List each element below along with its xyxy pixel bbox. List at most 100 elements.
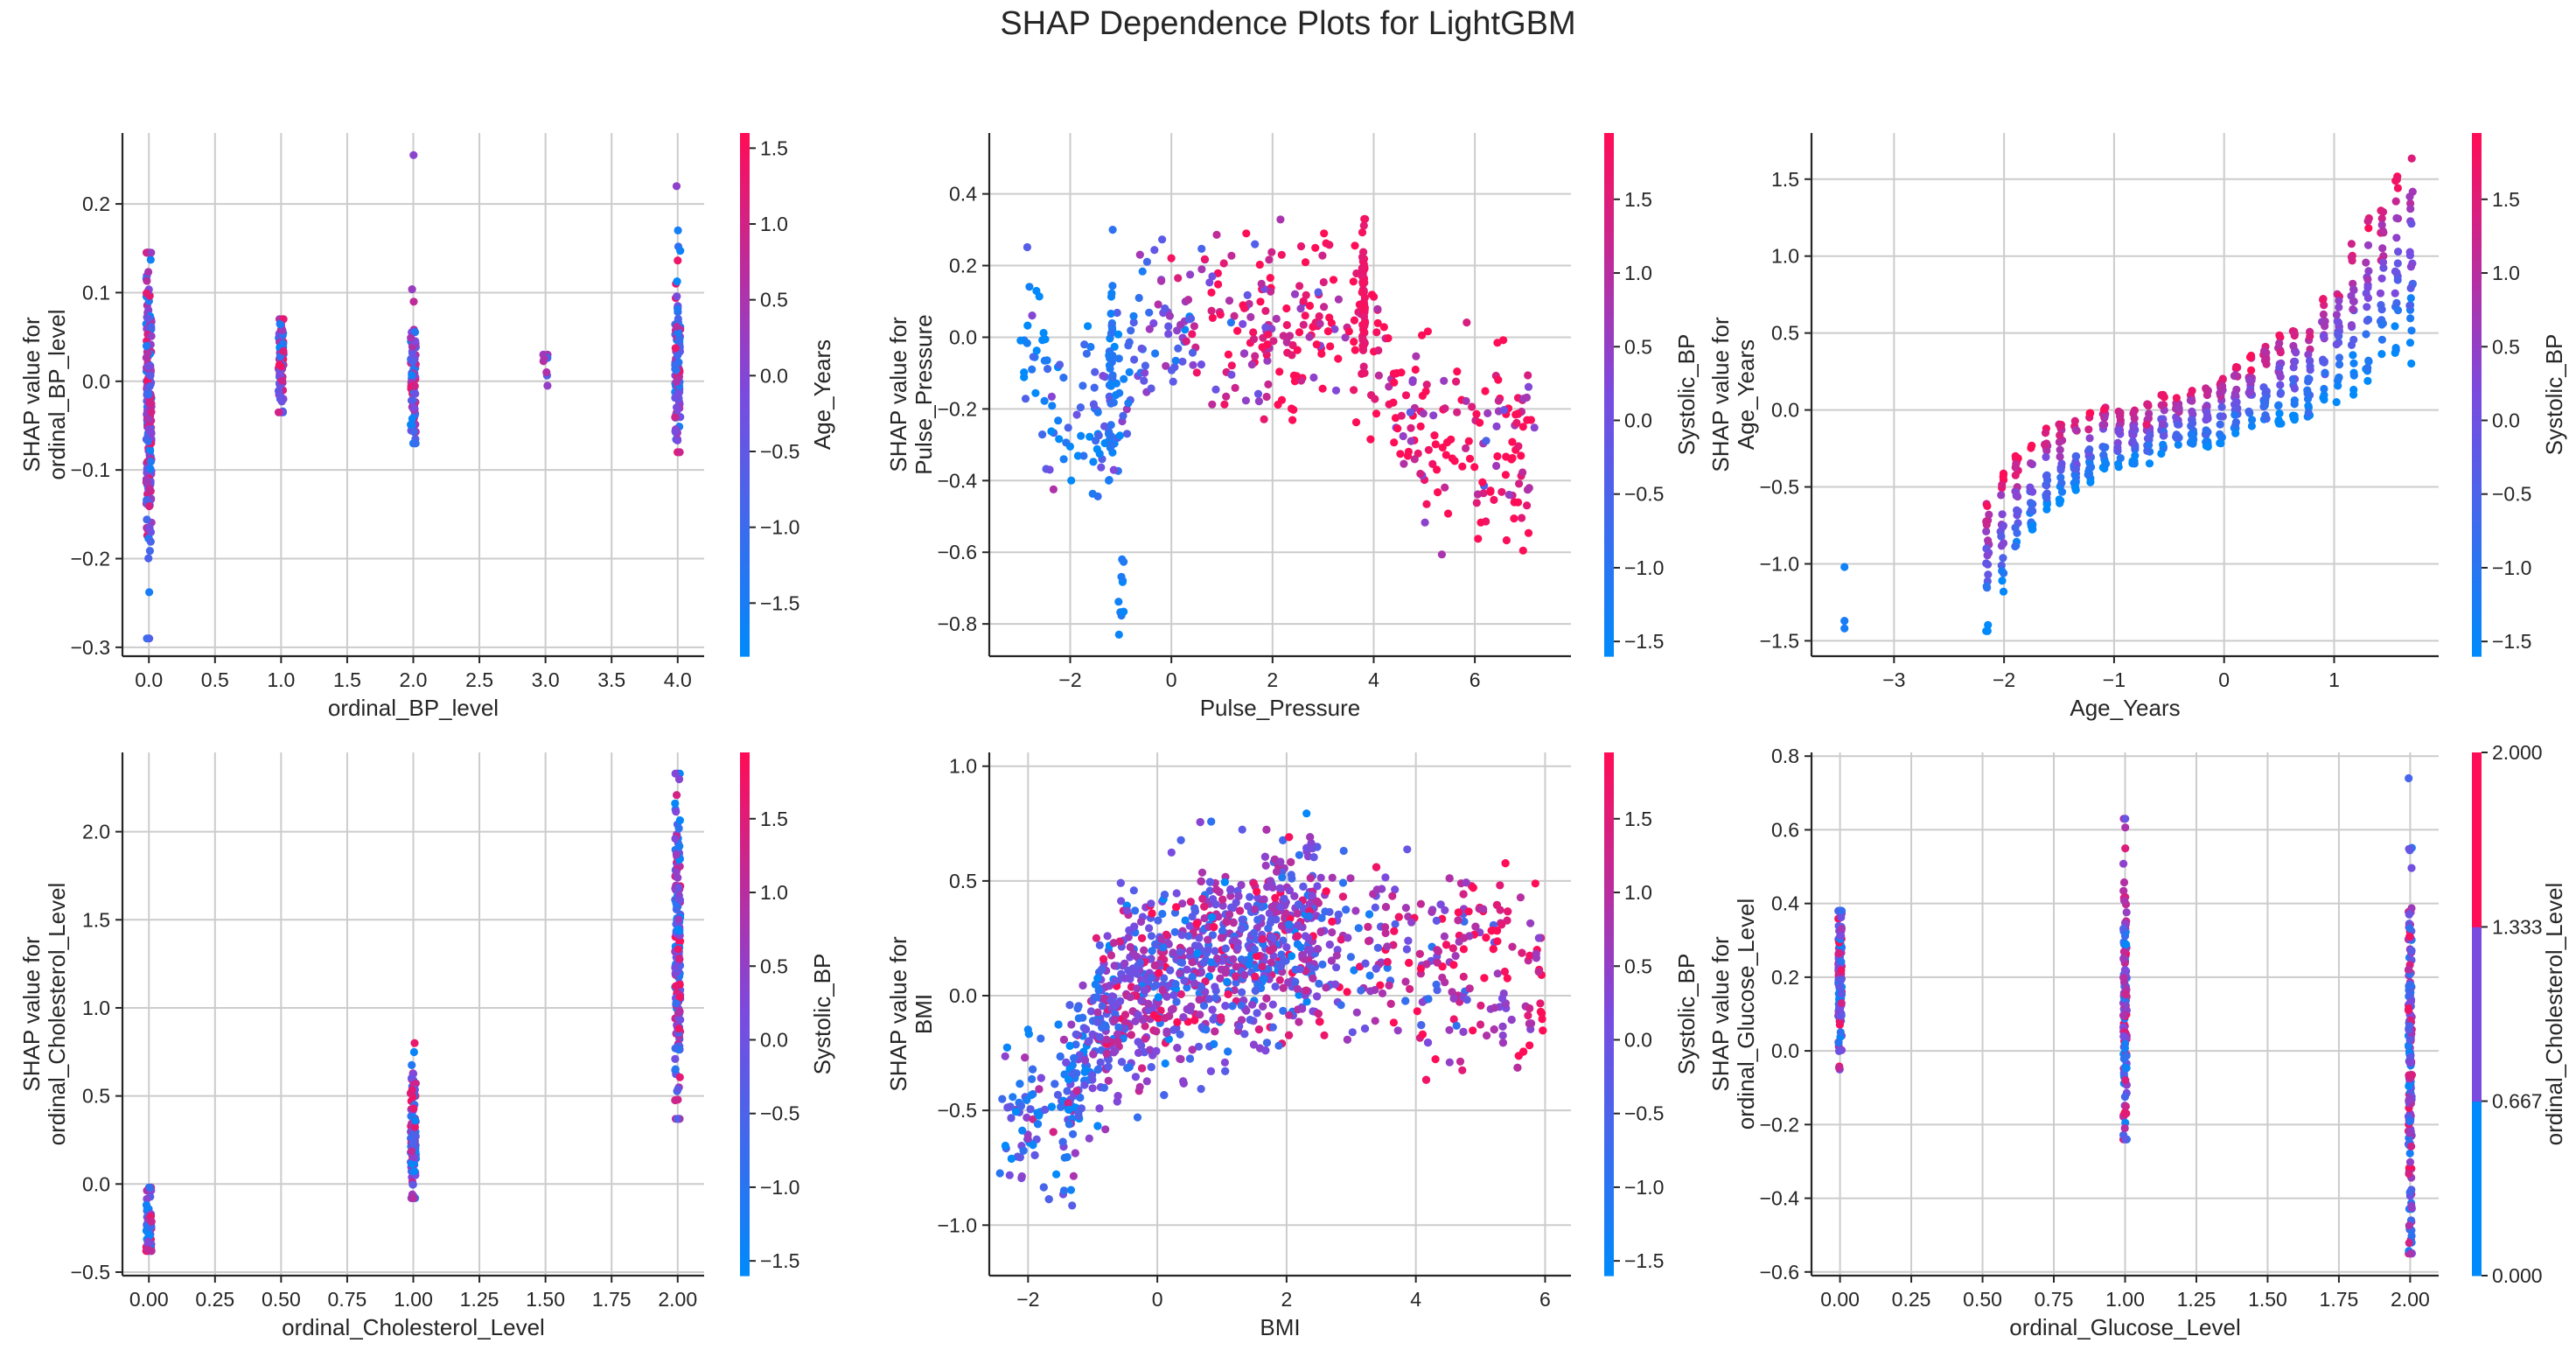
data-point bbox=[2027, 506, 2035, 514]
data-point bbox=[2392, 213, 2401, 222]
data-point bbox=[2407, 220, 2416, 228]
colorbar-segment bbox=[740, 1127, 750, 1133]
data-point bbox=[1393, 1026, 1402, 1035]
colorbar-segment bbox=[740, 944, 750, 949]
data-point bbox=[1237, 1016, 1246, 1025]
colorbar-segment bbox=[2472, 398, 2482, 404]
data-point bbox=[1023, 242, 1031, 252]
colorbar-segment bbox=[1604, 604, 1614, 609]
colorbar-segment bbox=[2472, 647, 2482, 653]
data-point bbox=[1202, 1025, 1211, 1034]
x-axis-label: Pulse_Pressure bbox=[1200, 695, 1361, 721]
data-point bbox=[1089, 458, 1098, 466]
data-point bbox=[1070, 1053, 1079, 1062]
data-point bbox=[1441, 404, 1449, 413]
data-point bbox=[2026, 483, 2035, 492]
data-point bbox=[1448, 988, 1456, 997]
data-point bbox=[1007, 1154, 1016, 1163]
colorbar-segment bbox=[740, 586, 750, 591]
data-point bbox=[1383, 963, 1392, 972]
colorbar-segment bbox=[740, 560, 750, 565]
data-point bbox=[1067, 1020, 1076, 1029]
data-point bbox=[1224, 1047, 1232, 1056]
data-point bbox=[1285, 886, 1294, 895]
data-point bbox=[1358, 344, 1367, 353]
data-point bbox=[1117, 897, 1126, 906]
data-point bbox=[1284, 978, 1293, 987]
colorbar-segment bbox=[1604, 760, 1614, 766]
data-point bbox=[408, 357, 417, 367]
scatter-points bbox=[142, 150, 685, 643]
data-point bbox=[2274, 402, 2283, 410]
colorbar-segment bbox=[2472, 621, 2482, 626]
data-point bbox=[1332, 963, 1341, 972]
data-point bbox=[1235, 1022, 1244, 1031]
data-point bbox=[1285, 833, 1294, 842]
data-point bbox=[1148, 947, 1156, 955]
data-point bbox=[1486, 487, 1495, 496]
data-point bbox=[1501, 471, 1510, 479]
data-point bbox=[410, 1039, 419, 1047]
data-point bbox=[1251, 352, 1260, 360]
colorbar-segment bbox=[740, 1074, 750, 1081]
colorbar-segment bbox=[1604, 468, 1614, 474]
data-point bbox=[2391, 177, 2400, 185]
data-point bbox=[2363, 241, 2373, 249]
data-point bbox=[1073, 451, 1082, 460]
data-point bbox=[1225, 910, 1234, 919]
data-point bbox=[1125, 338, 1134, 346]
data-point bbox=[1223, 977, 1232, 986]
data-point bbox=[1056, 1052, 1065, 1061]
data-point bbox=[145, 501, 154, 511]
x-axis-label: ordinal_Cholesterol_Level bbox=[282, 1314, 545, 1340]
data-point bbox=[1984, 620, 1993, 630]
colorbar-segment bbox=[2472, 272, 2482, 278]
data-point bbox=[674, 884, 683, 892]
colorbar-segment bbox=[740, 1214, 750, 1220]
data-point bbox=[2378, 258, 2388, 267]
data-point bbox=[1234, 892, 1243, 900]
colorbar-segment bbox=[740, 472, 750, 479]
data-point bbox=[1309, 974, 1317, 983]
colorbar-segment bbox=[1604, 804, 1614, 810]
data-point bbox=[1517, 451, 1525, 460]
data-point bbox=[1251, 240, 1260, 248]
x-tick-label: 2 bbox=[1267, 668, 1278, 691]
colorbar-segment bbox=[740, 136, 750, 143]
data-point bbox=[1318, 251, 1327, 260]
data-point bbox=[2218, 412, 2227, 421]
data-point bbox=[1218, 927, 1227, 935]
colorbar-segment bbox=[1604, 865, 1614, 871]
colorbar-segment bbox=[740, 1092, 750, 1098]
colorbar-segment bbox=[1604, 351, 1614, 356]
data-point bbox=[2306, 366, 2314, 374]
colorbar-segment bbox=[1604, 424, 1614, 430]
data-point bbox=[1086, 342, 1095, 352]
data-point bbox=[144, 390, 153, 399]
data-point bbox=[2244, 388, 2253, 397]
colorbar-segment bbox=[740, 158, 750, 164]
colorbar-segment bbox=[740, 1197, 750, 1202]
data-point bbox=[1397, 411, 1406, 420]
data-point bbox=[1107, 289, 1116, 297]
colorbar-segment bbox=[2472, 499, 2482, 505]
colorbar-segment bbox=[1604, 176, 1614, 182]
data-point bbox=[2406, 283, 2415, 292]
data-point bbox=[2159, 440, 2168, 449]
data-point bbox=[673, 1115, 682, 1123]
data-point bbox=[2349, 351, 2357, 360]
data-point bbox=[1998, 577, 2007, 585]
data-point bbox=[1294, 920, 1302, 929]
scatter-points bbox=[1016, 214, 1539, 640]
data-point bbox=[1331, 386, 1341, 395]
y-tick-label: 1.5 bbox=[82, 908, 110, 931]
data-point bbox=[145, 427, 154, 436]
colorbar-segment bbox=[740, 979, 750, 984]
colorbar-segment bbox=[2472, 429, 2482, 435]
subplot-4: 0.00 0.25 0.50 0.75 1.00 1.25 1.50 1.75 2.00−0.5… bbox=[18, 752, 835, 1340]
scatter-points bbox=[1834, 773, 2416, 1258]
data-point bbox=[2056, 465, 2065, 474]
data-point bbox=[1120, 607, 1128, 616]
colorbar-segment bbox=[1604, 521, 1614, 527]
data-point bbox=[142, 1200, 151, 1209]
